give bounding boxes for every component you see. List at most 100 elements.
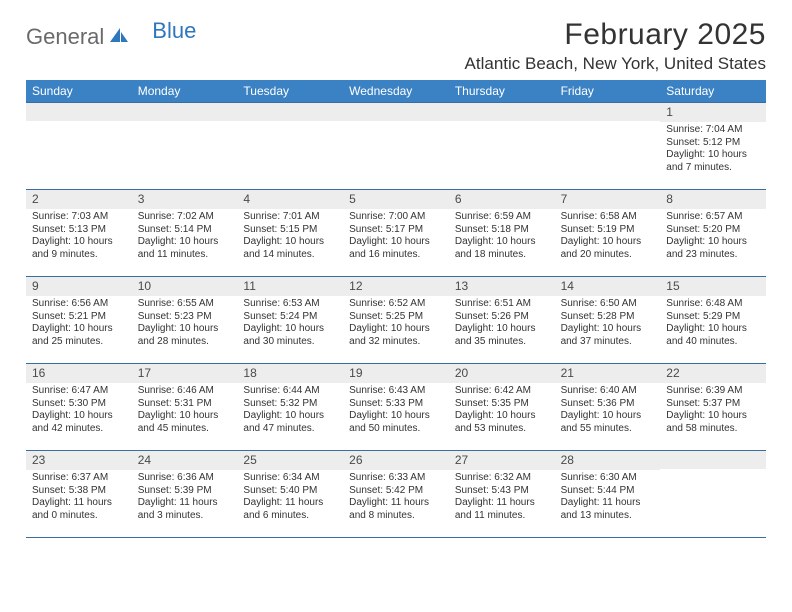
- sunset-text: Sunset: 5:20 PM: [666, 224, 760, 237]
- day-cell: 14Sunrise: 6:50 AMSunset: 5:28 PMDayligh…: [555, 277, 661, 363]
- day-body: [237, 121, 343, 127]
- sunrise-text: Sunrise: 6:56 AM: [32, 298, 126, 311]
- day-number: 2: [26, 190, 132, 209]
- day-cell: [660, 451, 766, 537]
- daylight2-text: and 23 minutes.: [666, 249, 760, 262]
- sunset-text: Sunset: 5:42 PM: [349, 485, 443, 498]
- day-body: [26, 121, 132, 127]
- daylight1-text: Daylight: 11 hours: [243, 497, 337, 510]
- day-headers-row: Sunday Monday Tuesday Wednesday Thursday…: [26, 80, 766, 102]
- day-body: [449, 121, 555, 127]
- day-body: [660, 469, 766, 475]
- title-block: February 2025 Atlantic Beach, New York, …: [465, 18, 766, 74]
- sunset-text: Sunset: 5:21 PM: [32, 311, 126, 324]
- day-cell: 16Sunrise: 6:47 AMSunset: 5:30 PMDayligh…: [26, 364, 132, 450]
- daylight2-text: and 40 minutes.: [666, 336, 760, 349]
- day-cell: 13Sunrise: 6:51 AMSunset: 5:26 PMDayligh…: [449, 277, 555, 363]
- daylight2-text: and 37 minutes.: [561, 336, 655, 349]
- day-number: 5: [343, 190, 449, 209]
- daylight1-text: Daylight: 10 hours: [32, 323, 126, 336]
- day-body: [343, 121, 449, 127]
- daylight2-text: and 50 minutes.: [349, 423, 443, 436]
- day-header: Monday: [132, 80, 238, 102]
- day-number: [343, 103, 449, 121]
- sunrise-text: Sunrise: 6:55 AM: [138, 298, 232, 311]
- weeks-container: 1Sunrise: 7:04 AMSunset: 5:12 PMDaylight…: [26, 102, 766, 538]
- daylight1-text: Daylight: 10 hours: [455, 410, 549, 423]
- sunrise-text: Sunrise: 6:59 AM: [455, 211, 549, 224]
- day-body: [555, 121, 661, 127]
- day-header: Saturday: [660, 80, 766, 102]
- day-cell: 26Sunrise: 6:33 AMSunset: 5:42 PMDayligh…: [343, 451, 449, 537]
- day-cell: 5Sunrise: 7:00 AMSunset: 5:17 PMDaylight…: [343, 190, 449, 276]
- sunrise-text: Sunrise: 6:39 AM: [666, 385, 760, 398]
- day-number: [449, 103, 555, 121]
- sunrise-text: Sunrise: 6:34 AM: [243, 472, 337, 485]
- sunset-text: Sunset: 5:36 PM: [561, 398, 655, 411]
- day-body: Sunrise: 6:34 AMSunset: 5:40 PMDaylight:…: [237, 470, 343, 526]
- day-number: 27: [449, 451, 555, 470]
- day-body: Sunrise: 6:59 AMSunset: 5:18 PMDaylight:…: [449, 209, 555, 265]
- daylight2-text: and 11 minutes.: [138, 249, 232, 262]
- day-body: [132, 121, 238, 127]
- day-number: 16: [26, 364, 132, 383]
- day-cell: 3Sunrise: 7:02 AMSunset: 5:14 PMDaylight…: [132, 190, 238, 276]
- day-body: Sunrise: 6:47 AMSunset: 5:30 PMDaylight:…: [26, 383, 132, 439]
- daylight2-text: and 28 minutes.: [138, 336, 232, 349]
- day-cell: 4Sunrise: 7:01 AMSunset: 5:15 PMDaylight…: [237, 190, 343, 276]
- sunset-text: Sunset: 5:40 PM: [243, 485, 337, 498]
- brand-logo: General Blue: [26, 24, 196, 50]
- daylight2-text: and 20 minutes.: [561, 249, 655, 262]
- day-number: 1: [660, 103, 766, 122]
- daylight1-text: Daylight: 10 hours: [138, 410, 232, 423]
- sunrise-text: Sunrise: 6:53 AM: [243, 298, 337, 311]
- sunset-text: Sunset: 5:39 PM: [138, 485, 232, 498]
- day-cell: 27Sunrise: 6:32 AMSunset: 5:43 PMDayligh…: [449, 451, 555, 537]
- daylight1-text: Daylight: 10 hours: [138, 323, 232, 336]
- daylight1-text: Daylight: 10 hours: [666, 323, 760, 336]
- day-number: 22: [660, 364, 766, 383]
- day-cell: 25Sunrise: 6:34 AMSunset: 5:40 PMDayligh…: [237, 451, 343, 537]
- daylight1-text: Daylight: 10 hours: [349, 410, 443, 423]
- daylight2-text: and 3 minutes.: [138, 510, 232, 523]
- sunrise-text: Sunrise: 6:40 AM: [561, 385, 655, 398]
- day-number: 18: [237, 364, 343, 383]
- daylight2-text: and 58 minutes.: [666, 423, 760, 436]
- day-cell: 15Sunrise: 6:48 AMSunset: 5:29 PMDayligh…: [660, 277, 766, 363]
- daylight1-text: Daylight: 10 hours: [666, 236, 760, 249]
- daylight1-text: Daylight: 10 hours: [349, 236, 443, 249]
- sunrise-text: Sunrise: 6:37 AM: [32, 472, 126, 485]
- day-body: Sunrise: 7:04 AMSunset: 5:12 PMDaylight:…: [660, 122, 766, 178]
- day-header: Tuesday: [237, 80, 343, 102]
- day-body: Sunrise: 6:46 AMSunset: 5:31 PMDaylight:…: [132, 383, 238, 439]
- day-number: 10: [132, 277, 238, 296]
- day-header: Friday: [555, 80, 661, 102]
- day-header: Wednesday: [343, 80, 449, 102]
- week-row: 16Sunrise: 6:47 AMSunset: 5:30 PMDayligh…: [26, 363, 766, 450]
- day-cell: [26, 103, 132, 189]
- day-number: 15: [660, 277, 766, 296]
- day-number: 11: [237, 277, 343, 296]
- brand-blue: Blue: [152, 18, 196, 44]
- daylight2-text: and 30 minutes.: [243, 336, 337, 349]
- sunset-text: Sunset: 5:19 PM: [561, 224, 655, 237]
- day-number: 14: [555, 277, 661, 296]
- sunrise-text: Sunrise: 6:57 AM: [666, 211, 760, 224]
- sunset-text: Sunset: 5:28 PM: [561, 311, 655, 324]
- sunrise-text: Sunrise: 6:36 AM: [138, 472, 232, 485]
- day-cell: 24Sunrise: 6:36 AMSunset: 5:39 PMDayligh…: [132, 451, 238, 537]
- day-cell: 8Sunrise: 6:57 AMSunset: 5:20 PMDaylight…: [660, 190, 766, 276]
- daylight1-text: Daylight: 11 hours: [561, 497, 655, 510]
- day-cell: 17Sunrise: 6:46 AMSunset: 5:31 PMDayligh…: [132, 364, 238, 450]
- brand-general: General: [26, 24, 104, 50]
- day-body: Sunrise: 7:03 AMSunset: 5:13 PMDaylight:…: [26, 209, 132, 265]
- daylight2-text: and 6 minutes.: [243, 510, 337, 523]
- sunrise-text: Sunrise: 6:48 AM: [666, 298, 760, 311]
- day-header: Thursday: [449, 80, 555, 102]
- day-body: Sunrise: 6:42 AMSunset: 5:35 PMDaylight:…: [449, 383, 555, 439]
- daylight1-text: Daylight: 11 hours: [349, 497, 443, 510]
- sunset-text: Sunset: 5:18 PM: [455, 224, 549, 237]
- daylight2-text: and 13 minutes.: [561, 510, 655, 523]
- sunset-text: Sunset: 5:15 PM: [243, 224, 337, 237]
- sunrise-text: Sunrise: 6:58 AM: [561, 211, 655, 224]
